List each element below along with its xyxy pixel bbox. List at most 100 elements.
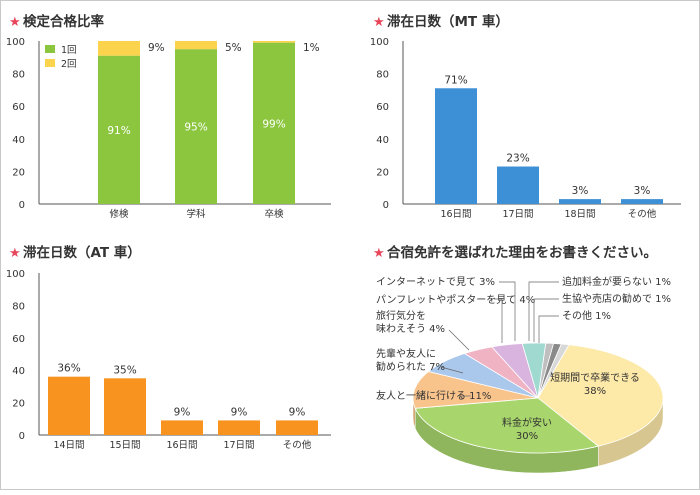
pie-slice-label: インターネットで見て 3% <box>376 276 495 288</box>
at-stay-title: 滞在日数（AT 車） <box>23 244 141 261</box>
bar-value-label: 91% <box>107 125 130 137</box>
star-icon: ★ <box>9 15 21 30</box>
pie-slice-value: 38% <box>584 386 606 397</box>
y-tick-label: 0 <box>19 431 25 442</box>
reason-pie-chart: ★ 合宿免許を選ばれた理由をお書きください。 短期間で卒業できる 38% 料金が安い… <box>373 244 671 474</box>
pie-slice-label: その他 1% <box>562 309 611 322</box>
bar-value-label: 1% <box>303 42 320 54</box>
bar-second-attempt <box>98 41 140 56</box>
bar <box>435 88 477 204</box>
pie-leader-line <box>494 298 503 343</box>
pie-slice-label: 料金が安い <box>502 416 552 429</box>
pie-slice-label: 味わえそう 4% <box>376 323 445 335</box>
category-label: 17日間 <box>223 440 254 451</box>
y-tick-label: 40 <box>12 366 25 377</box>
y-tick-label: 80 <box>12 70 25 81</box>
pass-rate-chart: ★ 検定合格比率 0 20 40 60 80 100 91% 9% 修検 95% 5% 学科 99% 1%… <box>6 13 331 220</box>
y-tick-label: 60 <box>12 102 25 113</box>
category-label: 14日間 <box>53 440 84 451</box>
category-label: 卒検 <box>264 208 284 220</box>
bar-value-label: 95% <box>184 122 207 134</box>
category-label: 学科 <box>186 208 206 220</box>
bar-first-attempt <box>253 42 295 204</box>
bar-value-label: 3% <box>634 185 651 197</box>
bar-value-label: 71% <box>444 74 467 86</box>
category-label: 16日間 <box>166 440 197 451</box>
bar-value-label: 99% <box>262 118 285 130</box>
bar-second-attempt <box>175 41 217 50</box>
pie-slice-value: 30% <box>516 431 538 442</box>
pie-slice-label: パンフレットやポスターを見て 4% <box>376 294 535 306</box>
y-tick-label: 0 <box>19 200 25 211</box>
category-label: 17日間 <box>502 209 533 220</box>
bar <box>104 378 146 435</box>
y-tick-label: 40 <box>376 135 389 146</box>
pie-leader-line <box>533 298 559 342</box>
y-tick-label: 80 <box>12 301 25 312</box>
pie-leader-line <box>528 281 559 341</box>
y-tick-label: 60 <box>376 102 389 113</box>
y-tick-label: 100 <box>6 269 25 280</box>
category-label: 15日間 <box>109 440 140 451</box>
category-label: 18日間 <box>564 209 595 220</box>
bar-value-label: 23% <box>506 153 529 165</box>
bar <box>621 199 663 204</box>
bar-value-label: 9% <box>174 406 191 418</box>
bar-value-label: 5% <box>225 42 242 54</box>
pie-leader-line <box>538 315 559 343</box>
pie-leader-line <box>440 366 464 374</box>
bar-value-label: 36% <box>57 363 80 375</box>
pie-slice-label: 友人と一緒に行ける 11% <box>376 389 491 402</box>
bar <box>161 420 203 435</box>
y-tick-label: 100 <box>370 37 389 48</box>
bar <box>559 199 601 204</box>
legend-label: 1回 <box>61 45 77 56</box>
at-stay-chart: ★ 滞在日数（AT 車） 0 20 40 60 80 100 36% 14日間 35% 15日間 9… <box>6 244 331 451</box>
y-tick-label: 60 <box>12 334 25 345</box>
category-label: その他 <box>628 208 657 220</box>
bar <box>497 166 539 204</box>
pie-leader-line <box>499 281 516 341</box>
star-icon: ★ <box>373 246 385 261</box>
star-icon: ★ <box>9 246 21 261</box>
pie-slice-label: 追加料金が要らない 1% <box>562 275 671 288</box>
reason-pie-title: 合宿免許を選ばれた理由をお書きください。 <box>387 244 657 261</box>
bar-value-label: 35% <box>113 364 136 376</box>
y-tick-label: 40 <box>12 135 25 146</box>
pie-slice-label: 勧められた 7% <box>376 360 445 373</box>
bar <box>48 376 90 435</box>
pie-slice <box>414 397 600 454</box>
bar-value-label: 9% <box>231 406 248 418</box>
category-label: 修検 <box>109 208 129 220</box>
y-tick-label: 20 <box>376 167 389 178</box>
star-icon: ★ <box>373 15 385 30</box>
pie-slice-label: 短期間で卒業できる <box>550 371 640 384</box>
bar-first-attempt <box>175 49 217 205</box>
bar-value-label: 9% <box>289 406 306 418</box>
legend-label: 2回 <box>61 59 77 70</box>
pie-slice <box>537 344 664 447</box>
legend-swatch <box>45 59 55 67</box>
pie-slice-label: 旅行気分を <box>376 309 426 322</box>
y-tick-label: 0 <box>383 200 389 211</box>
bar-value-label: 9% <box>148 42 165 54</box>
pie-slice-label: 先輩や友人に <box>376 347 436 360</box>
pie-leader-line <box>448 329 470 351</box>
pie-slice <box>537 343 570 399</box>
y-tick-label: 80 <box>376 70 389 81</box>
y-tick-label: 100 <box>6 37 25 48</box>
legend-swatch <box>45 45 55 53</box>
bar-value-label: 3% <box>572 185 589 197</box>
mt-stay-chart: ★ 滞在日数（MT 車） 0 20 40 60 80 100 71% 16日間 23% 17日間 3… <box>370 13 681 220</box>
bar <box>218 420 260 435</box>
category-label: 16日間 <box>440 209 471 220</box>
bar-second-attempt <box>253 41 295 43</box>
bar-first-attempt <box>98 55 140 204</box>
pie-slice-label: 生協や売店の勧めで 1% <box>562 292 671 305</box>
bar <box>276 420 318 435</box>
y-tick-label: 20 <box>12 399 25 410</box>
pie-slice <box>412 371 539 409</box>
mt-stay-title: 滞在日数（MT 車） <box>387 13 509 30</box>
